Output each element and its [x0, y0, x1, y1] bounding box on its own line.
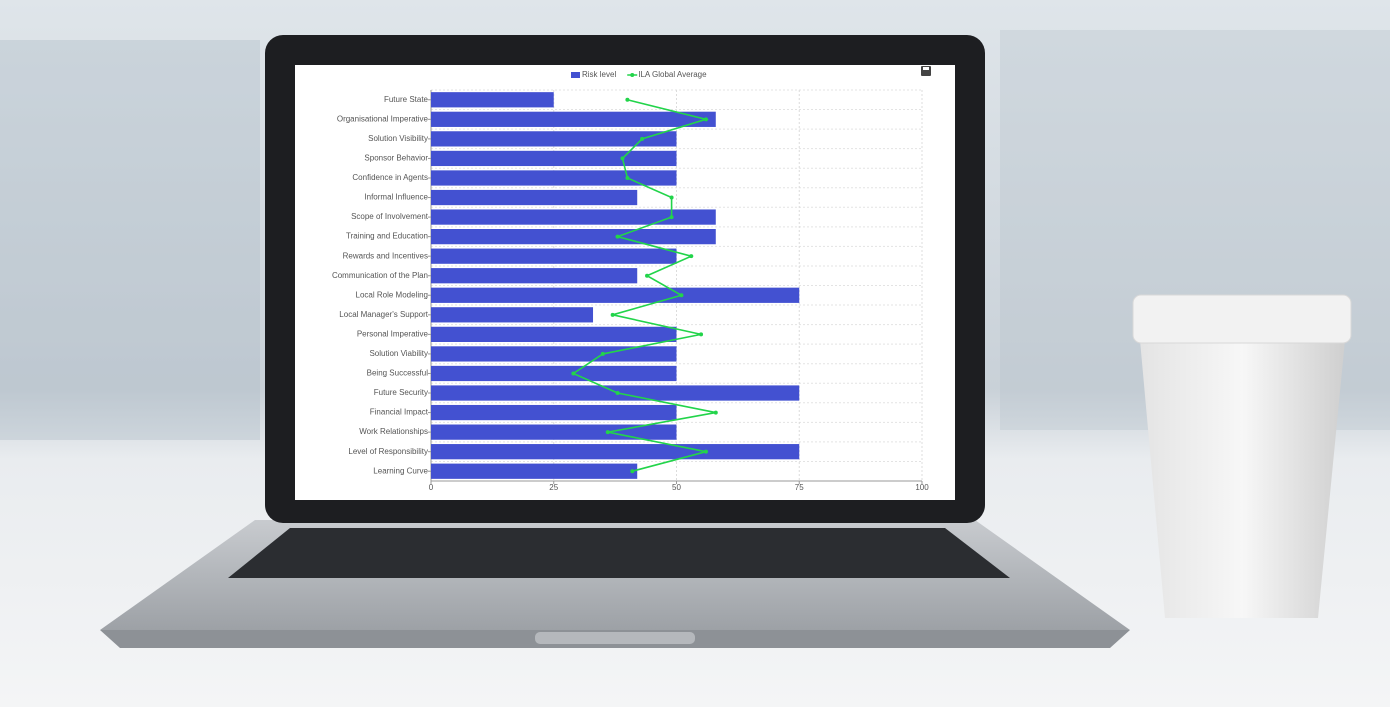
bar	[431, 229, 716, 245]
bar	[431, 404, 677, 421]
bar	[431, 444, 800, 460]
cup	[1140, 340, 1345, 618]
y-tick-label: Rewards and Incentives	[343, 251, 428, 260]
line-point	[571, 371, 576, 376]
y-tick-label: Confidence in Agents	[352, 173, 428, 182]
line-point	[679, 293, 684, 298]
y-tick-label: Solution Visibility	[368, 134, 428, 143]
x-tick-label: 100	[915, 483, 929, 492]
line-point	[645, 273, 650, 278]
legend-label: Risk level	[582, 70, 616, 79]
y-tick-label: Future State	[384, 95, 429, 104]
x-tick-label: 0	[429, 483, 434, 492]
line-point	[610, 312, 615, 317]
bar	[431, 365, 677, 382]
y-tick-label: Scope of Involvement	[351, 212, 429, 221]
y-tick-label: Personal Imperative	[357, 329, 429, 338]
bar	[431, 307, 594, 323]
save-icon-detail	[923, 67, 929, 70]
line-point	[689, 254, 694, 259]
legend-swatch-dot	[630, 73, 635, 77]
y-tick-label: Financial Impact	[370, 408, 429, 417]
bar	[431, 170, 677, 186]
bar	[431, 150, 677, 167]
bar	[431, 248, 677, 264]
bar	[431, 326, 677, 342]
x-tick-label: 25	[549, 483, 558, 492]
line	[571, 98, 716, 472]
line-point	[615, 391, 620, 396]
y-tick-label: Informal Influence	[364, 193, 428, 202]
line-point	[620, 156, 625, 161]
y-tick-label: Being Successful	[367, 369, 429, 378]
y-tick-label: Sponsor Behavior	[364, 154, 428, 163]
chart: 0 25 50 75 100 Future State Organisational Imp…	[332, 70, 929, 492]
bar	[431, 346, 677, 362]
bar	[431, 424, 677, 440]
legend-swatch	[571, 72, 580, 78]
line-point	[703, 449, 708, 454]
x-tick-label: 75	[795, 483, 804, 492]
line-point	[630, 469, 635, 474]
cup-lid	[1132, 294, 1352, 344]
line-point	[600, 351, 605, 356]
keyboard	[228, 528, 1010, 578]
line-point	[640, 136, 645, 141]
line-point	[615, 234, 620, 239]
line-point	[669, 195, 674, 200]
line-point	[713, 410, 718, 415]
y-tick-label: Learning Curve	[373, 466, 428, 475]
line-point	[703, 117, 708, 122]
x-tick-label: 50	[672, 483, 681, 492]
bar	[431, 189, 638, 206]
bar	[431, 131, 677, 147]
line-point	[605, 430, 610, 435]
legend-label: ILA Global Average	[638, 70, 707, 79]
line-point	[699, 332, 704, 337]
bar	[431, 268, 638, 284]
bar	[431, 385, 800, 401]
y-tick-label: Communication of the Plan	[332, 271, 428, 280]
bar	[431, 287, 800, 303]
y-tick-label: Level of Responsibility	[348, 447, 428, 456]
blur-shape	[0, 40, 260, 440]
bar	[431, 111, 716, 127]
y-tick-label: Local Role Modeling	[356, 290, 429, 299]
y-tick-label: Local Manager's Support	[339, 310, 428, 319]
line-point	[625, 175, 630, 180]
line-point	[669, 215, 674, 220]
y-tick-label: Training and Education	[346, 232, 428, 241]
bar	[431, 463, 638, 479]
y-tick-label: Organisational Imperative	[337, 114, 429, 123]
y-tick-label: Work Relationships	[359, 427, 428, 436]
y-tick-label: Solution Viability	[369, 349, 428, 358]
line-point	[625, 97, 630, 102]
y-tick-label: Future Security	[374, 388, 428, 397]
trackpad-notch	[535, 632, 695, 644]
bar	[431, 92, 554, 108]
bar	[431, 209, 716, 225]
